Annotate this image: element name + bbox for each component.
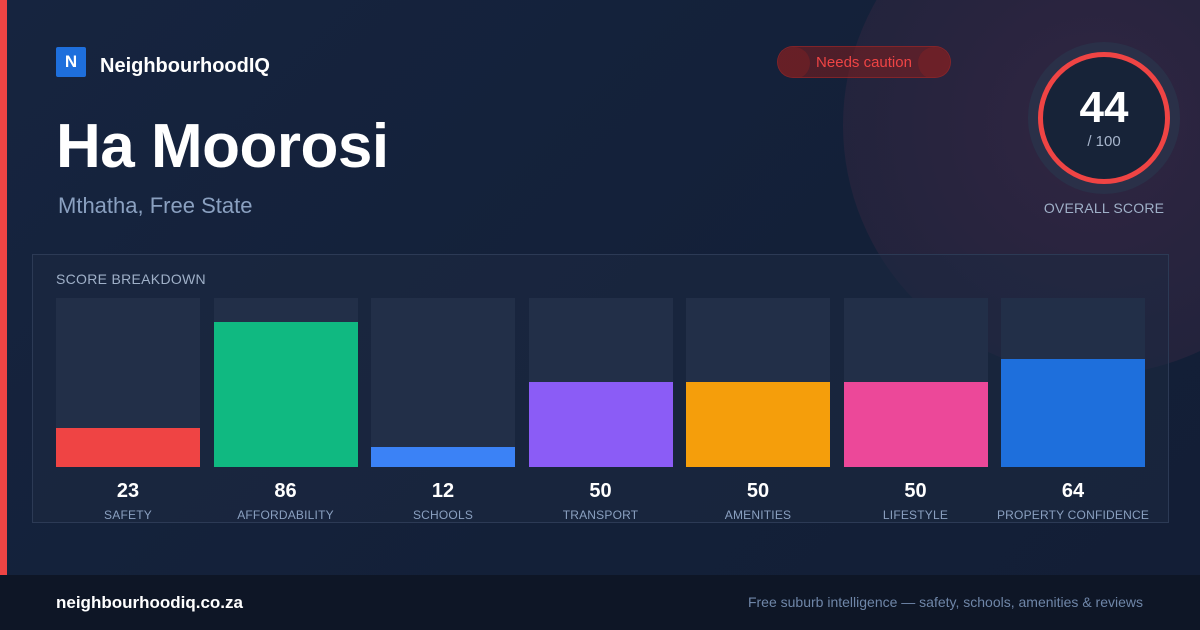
bar-label: LIFESTYLE xyxy=(882,508,949,522)
bar-value: 86 xyxy=(274,480,297,502)
bar-fill xyxy=(1001,359,1145,467)
status-badge: Needs caution xyxy=(777,46,951,78)
bar-value: 23 xyxy=(116,480,140,502)
overall-score-value: 44 xyxy=(1079,83,1129,132)
bar-label: PROPERTY CONFIDENCE xyxy=(996,508,1150,522)
bar-fill xyxy=(56,428,200,467)
score-bar-lifestyle: 50 LIFESTYLE xyxy=(843,298,988,522)
brand[interactable]: N NeighbourhoodIQ xyxy=(56,46,270,78)
bar-track xyxy=(213,298,358,467)
bar-fill xyxy=(843,382,988,467)
bar-label: AFFORDABILITY xyxy=(237,508,334,522)
location-subtitle: Mthatha, Free State xyxy=(58,193,253,218)
status-badge-label: Needs caution xyxy=(816,53,912,71)
overall-score-max: / 100 xyxy=(1087,133,1121,150)
bar-value: 12 xyxy=(431,480,455,502)
bar-value: 64 xyxy=(1061,480,1085,502)
footer: neighbourhoodiq.co.za Free suburb intell… xyxy=(0,575,1200,630)
overall-score-label: OVERALL SCORE xyxy=(1043,200,1165,216)
score-bar-property-confidence: 64 PROPERTY CONFIDENCE xyxy=(997,298,1149,522)
score-bar-affordability: 86 AFFORDABILITY xyxy=(213,298,358,522)
overall-score-gauge xyxy=(1038,52,1170,184)
bar-track xyxy=(843,298,988,467)
score-bar-schools: 12 SCHOOLS xyxy=(371,298,515,522)
bar-label: SAFETY xyxy=(104,508,152,522)
bar-label: SCHOOLS xyxy=(412,508,474,522)
bar-track xyxy=(686,298,830,467)
brand-logo-icon: N xyxy=(56,47,86,77)
bar-value: 50 xyxy=(746,480,770,502)
accent-bar xyxy=(0,0,7,575)
bar-track xyxy=(528,298,673,467)
bar-label: AMENITIES xyxy=(724,508,792,522)
bar-fill xyxy=(213,322,358,467)
bar-fill xyxy=(686,382,830,467)
score-breakdown-title: SCORE BREAKDOWN xyxy=(56,271,206,287)
bar-track xyxy=(371,298,515,467)
brand-name: NeighbourhoodIQ xyxy=(100,54,270,77)
score-bar-transport: 50 TRANSPORT xyxy=(528,298,673,522)
bar-value: 50 xyxy=(904,480,927,502)
bar-label: TRANSPORT xyxy=(562,508,639,522)
footer-url-link[interactable]: neighbourhoodiq.co.za xyxy=(56,593,243,612)
footer-tagline: Free suburb intelligence — safety, schoo… xyxy=(747,594,1143,610)
score-bar-amenities: 50 AMENITIES xyxy=(686,298,830,522)
page-title: Ha Moorosi xyxy=(56,112,389,181)
bar-track xyxy=(56,298,200,467)
score-bar-safety: 23 SAFETY xyxy=(56,298,200,522)
bar-value: 50 xyxy=(589,480,612,502)
bar-fill xyxy=(371,447,515,467)
bar-fill xyxy=(528,382,673,467)
bar-track xyxy=(1001,298,1145,467)
